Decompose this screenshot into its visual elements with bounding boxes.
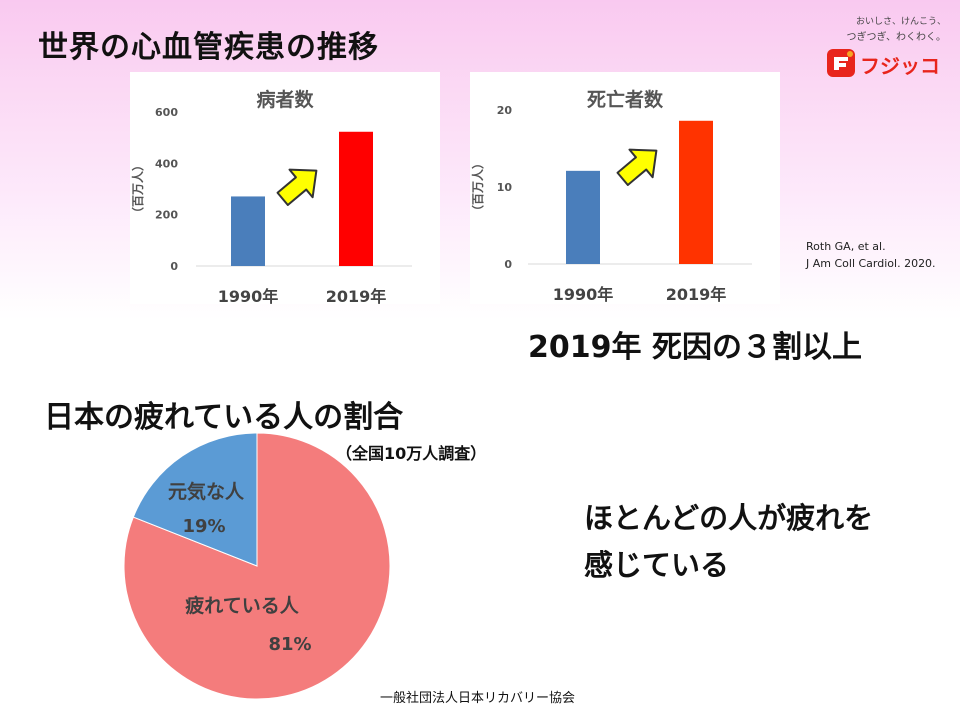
- fatigue-pie-chart: 疲れている人 81% 元気な人 19%: [123, 432, 391, 700]
- y-axis-label: （百万人）: [130, 159, 145, 219]
- x-tick-label: 2019年: [666, 285, 727, 304]
- page-title: 世界の心血管疾患の推移: [38, 30, 379, 65]
- bar-1990年: [566, 170, 600, 264]
- source-credit: 一般社団法人日本リカバリー協会: [380, 691, 576, 706]
- y-tick-label: 0: [504, 258, 512, 271]
- chart-title: 病者数: [256, 88, 314, 111]
- x-tick-label: 1990年: [553, 285, 614, 304]
- death-cause-statement: 2019年 死因の３割以上: [528, 330, 862, 365]
- section-title-fatigue: 日本の疲れている人の割合: [44, 400, 404, 435]
- chart-title: 死亡者数: [587, 88, 664, 111]
- bar-2019年: [679, 120, 713, 264]
- patients-bar-chart: 病者数 0 200 400 600 （百万人） 1990年 2019年: [130, 72, 440, 304]
- fatigue-statement-line2: 感じている: [584, 548, 730, 582]
- pie-label: 疲れている人: [185, 594, 299, 617]
- survey-note: （全国10万人調査）: [336, 444, 487, 463]
- citation: Roth GA, et al. J Am Coll Cardiol. 2020.: [806, 238, 936, 272]
- y-tick-label: 20: [497, 104, 513, 117]
- arrow-shape: [616, 148, 658, 186]
- pie-value-label: 81%: [268, 634, 311, 655]
- citation-line1: Roth GA, et al.: [806, 240, 886, 253]
- y-tick-label: 400: [155, 157, 178, 170]
- pie-label: 元気な人: [168, 480, 245, 503]
- patients-chart-svg: 病者数 0 200 400 600 （百万人） 1990年 2019年: [130, 88, 412, 304]
- y-tick-label: 0: [170, 260, 178, 273]
- fatigue-statement: ほとんどの人が疲れを 感じている: [584, 495, 873, 589]
- logo-tagline-line1: おいしさ、けんこう、: [855, 17, 946, 27]
- citation-line2: J Am Coll Cardiol. 2020.: [806, 257, 936, 270]
- y-tick-label: 10: [497, 181, 513, 194]
- y-tick-label: 200: [155, 209, 178, 222]
- x-tick-label: 2019年: [326, 287, 387, 304]
- deaths-bar-chart: 死亡者数 0 10 20 （百万人） 1990年 2019年: [470, 72, 780, 304]
- arrow-shape: [276, 168, 318, 206]
- brand-logo: おいしさ、けんこう、 つぎつぎ、わくわく。 フジッコ: [818, 10, 950, 88]
- deaths-chart-svg: 死亡者数 0 10 20 （百万人） 1990年 2019年: [470, 88, 752, 304]
- fatigue-statement-line1: ほとんどの人が疲れを: [584, 501, 874, 535]
- logo-mark-icon: [827, 49, 855, 77]
- logo-tagline-line2: つぎつぎ、わくわく。: [846, 32, 947, 43]
- bar-1990年: [231, 196, 265, 266]
- x-tick-label: 1990年: [218, 287, 279, 304]
- bar-2019年: [339, 131, 373, 266]
- yellow-up-arrow-icon: [276, 168, 318, 206]
- y-axis-label: （百万人）: [470, 157, 485, 217]
- yellow-up-arrow-icon: [616, 148, 658, 186]
- pie-value-label: 19%: [182, 516, 225, 537]
- pie-slice-healthy: [132, 432, 258, 567]
- logo-brand-text: フジッコ: [860, 54, 940, 78]
- y-tick-label: 600: [155, 106, 178, 119]
